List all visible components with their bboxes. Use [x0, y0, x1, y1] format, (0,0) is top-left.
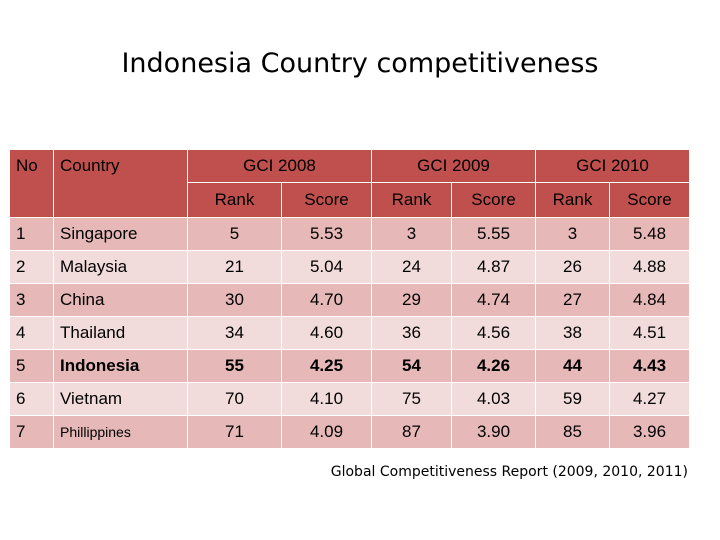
- cell-rank-2008: 55: [187, 349, 282, 383]
- header-gci-2008: GCI 2008: [187, 149, 372, 183]
- cell-country: Indonesia: [53, 349, 188, 383]
- cell-country: Vietnam: [53, 382, 188, 416]
- competitiveness-table: No Country GCI 2008 GCI 2009 GCI 2010 Ra…: [9, 149, 690, 449]
- cell-score-2008: 4.60: [281, 316, 372, 350]
- cell-rank-2010: 85: [535, 415, 610, 449]
- cell-rank-2008: 30: [187, 283, 282, 317]
- source-caption: Global Competitiveness Report (2009, 201…: [330, 464, 688, 480]
- header-country: Country: [53, 149, 188, 218]
- cell-rank-2010: 27: [535, 283, 610, 317]
- table-row: 3 China 30 4.70 29 4.74 27 4.84: [9, 283, 690, 317]
- cell-rank-2010: 38: [535, 316, 610, 350]
- cell-country: Singapore: [53, 217, 188, 251]
- cell-rank-2008: 21: [187, 250, 282, 284]
- cell-score-2009: 4.03: [451, 382, 536, 416]
- cell-rank-2009: 75: [371, 382, 452, 416]
- table-row: 1 Singapore 5 5.53 3 5.55 3 5.48: [9, 217, 690, 251]
- cell-score-2009: 4.74: [451, 283, 536, 317]
- table-row: 6 Vietnam 70 4.10 75 4.03 59 4.27: [9, 382, 690, 416]
- cell-rank-2009: 36: [371, 316, 452, 350]
- cell-score-2010: 5.48: [609, 217, 690, 251]
- cell-score-2010: 3.96: [609, 415, 690, 449]
- cell-rank-2010: 44: [535, 349, 610, 383]
- cell-rank-2008: 70: [187, 382, 282, 416]
- cell-rank-2010: 3: [535, 217, 610, 251]
- table-row: 4 Thailand 34 4.60 36 4.56 38 4.51: [9, 316, 690, 350]
- cell-no: 6: [9, 382, 54, 416]
- cell-score-2009: 5.55: [451, 217, 536, 251]
- cell-no: 1: [9, 217, 54, 251]
- header-score: Score: [609, 182, 690, 218]
- cell-score-2010: 4.51: [609, 316, 690, 350]
- header-score: Score: [281, 182, 372, 218]
- cell-rank-2010: 59: [535, 382, 610, 416]
- cell-score-2008: 4.10: [281, 382, 372, 416]
- cell-rank-2009: 24: [371, 250, 452, 284]
- cell-score-2008: 5.53: [281, 217, 372, 251]
- table-header-row-2: Rank Score Rank Score Rank Score: [9, 182, 690, 218]
- cell-no: 3: [9, 283, 54, 317]
- page-title: Indonesia Country competitiveness: [121, 48, 599, 79]
- cell-rank-2009: 87: [371, 415, 452, 449]
- cell-rank-2010: 26: [535, 250, 610, 284]
- cell-rank-2009: 54: [371, 349, 452, 383]
- header-score: Score: [451, 182, 536, 218]
- cell-rank-2009: 3: [371, 217, 452, 251]
- header-rank: Rank: [535, 182, 610, 218]
- cell-score-2010: 4.84: [609, 283, 690, 317]
- cell-country: Thailand: [53, 316, 188, 350]
- table-header-row-1: No Country GCI 2008 GCI 2009 GCI 2010: [9, 149, 690, 218]
- cell-score-2009: 4.26: [451, 349, 536, 383]
- cell-no: 4: [9, 316, 54, 350]
- cell-country: China: [53, 283, 188, 317]
- cell-score-2008: 4.70: [281, 283, 372, 317]
- cell-no: 2: [9, 250, 54, 284]
- cell-score-2010: 4.27: [609, 382, 690, 416]
- table-row: 7 Phillippines 71 4.09 87 3.90 85 3.96: [9, 415, 690, 449]
- cell-rank-2008: 5: [187, 217, 282, 251]
- cell-rank-2008: 34: [187, 316, 282, 350]
- cell-score-2009: 3.90: [451, 415, 536, 449]
- header-gci-2009: GCI 2009: [371, 149, 536, 183]
- cell-score-2009: 4.56: [451, 316, 536, 350]
- cell-score-2009: 4.87: [451, 250, 536, 284]
- cell-no: 7: [9, 415, 54, 449]
- cell-score-2010: 4.43: [609, 349, 690, 383]
- cell-score-2010: 4.88: [609, 250, 690, 284]
- header-gci-2010: GCI 2010: [535, 149, 690, 183]
- cell-no: 5: [9, 349, 54, 383]
- table-row-highlighted: 5 Indonesia 55 4.25 54 4.26 44 4.43: [9, 349, 690, 383]
- header-rank: Rank: [187, 182, 282, 218]
- cell-rank-2008: 71: [187, 415, 282, 449]
- cell-score-2008: 4.09: [281, 415, 372, 449]
- cell-score-2008: 5.04: [281, 250, 372, 284]
- cell-score-2008: 4.25: [281, 349, 372, 383]
- cell-rank-2009: 29: [371, 283, 452, 317]
- header-no: No: [9, 149, 54, 218]
- cell-country: Malaysia: [53, 250, 188, 284]
- table-row: 2 Malaysia 21 5.04 24 4.87 26 4.88: [9, 250, 690, 284]
- header-rank: Rank: [371, 182, 452, 218]
- cell-country: Phillippines: [53, 415, 188, 449]
